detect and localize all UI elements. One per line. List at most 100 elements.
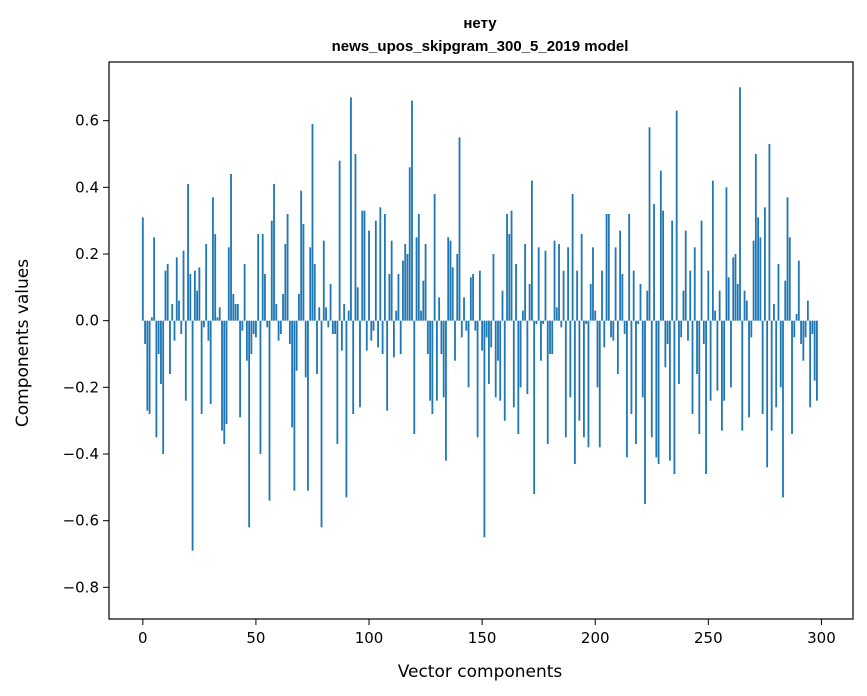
bar-96 [359,320,361,408]
bar-193 [578,320,581,421]
bar-112 [395,310,398,321]
bar-246 [698,320,701,434]
bar-7 [157,320,160,354]
bar-76 [313,264,316,321]
bar-200 [594,310,597,321]
bar-221 [641,320,644,398]
bar-242 [689,270,692,321]
bar-123 [420,310,422,321]
bar-5 [153,237,156,321]
bar-177 [542,320,545,324]
bar-45 [243,264,246,321]
bar-65 [288,320,291,344]
bar-77 [316,320,318,374]
bar-122 [417,214,420,321]
bar-198 [589,284,592,321]
bar-50 [255,320,257,338]
bar-54 [264,274,266,321]
bar-168 [521,310,524,321]
bar-105 [379,207,382,321]
bar-109 [388,274,391,321]
bar-139 [456,254,459,321]
bar-111 [393,320,395,358]
bar-164 [512,320,515,408]
bar-226 [653,204,655,321]
bar-248 [702,320,705,344]
bar-130 [435,320,438,401]
bar-38 [227,247,230,321]
bar-219 [637,320,640,324]
bar-254 [716,320,719,391]
bar-236 [675,110,678,321]
bar-107 [383,214,386,321]
bar-176 [540,320,542,361]
bar-127 [429,320,432,401]
bar-87 [338,160,341,321]
y-tick-label: −0.6 [63,512,99,530]
bar-19 [184,320,187,401]
bar-249 [705,320,707,474]
bar-81 [325,307,327,321]
bar-146 [472,274,474,321]
bar-94 [354,154,357,321]
bar-239 [682,290,685,321]
bar-207 [610,320,612,338]
bar-215 [628,214,631,321]
bar-157 [497,320,499,361]
bar-196 [585,320,588,324]
bar-280 [775,320,778,408]
bar-89 [343,304,346,321]
bar-162 [508,234,511,321]
bar-267 [745,300,748,321]
bar-261 [732,257,735,321]
bar-140 [458,137,461,321]
bar-243 [691,320,694,414]
bar-138 [454,320,456,361]
bar-208 [612,320,615,341]
bar-159 [501,290,504,321]
bar-229 [659,170,662,321]
bar-155 [492,254,495,321]
bar-121 [415,237,418,321]
bar-182 [553,240,556,321]
bar-194 [580,234,583,321]
x-tick-label: 150 [468,629,497,647]
bar-10 [164,270,167,321]
bar-34 [218,307,221,321]
bar-14 [173,320,176,341]
bar-235 [673,320,676,474]
bar-8 [160,320,162,384]
bar-108 [386,320,389,411]
bar-289 [795,314,798,321]
bar-228 [657,320,660,464]
bar-102 [372,320,375,331]
bar-147 [474,320,477,331]
bar-42 [236,304,239,321]
bar-290 [797,260,800,321]
x-tick-label: 0 [138,629,148,647]
bar-203 [601,270,603,321]
bar-48 [250,320,253,354]
bar-197 [587,320,590,448]
bar-205 [605,214,608,321]
bar-257 [723,320,726,401]
bar-90 [345,320,348,498]
bar-92 [350,97,352,321]
bar-269 [750,320,753,338]
bar-272 [757,217,760,321]
bar-211 [619,230,622,321]
bar-39 [230,174,232,321]
bar-232 [666,320,669,344]
bar-287 [791,320,793,434]
bar-163 [510,210,513,321]
bar-216 [630,320,633,414]
bar-1 [144,320,146,344]
bar-171 [528,284,531,321]
bar-295 [809,320,812,408]
bar-3 [148,320,151,414]
bar-66 [291,320,294,428]
bar-46 [245,320,248,361]
bar-9 [162,320,165,454]
bar-75 [311,124,314,321]
bar-195 [583,320,585,438]
